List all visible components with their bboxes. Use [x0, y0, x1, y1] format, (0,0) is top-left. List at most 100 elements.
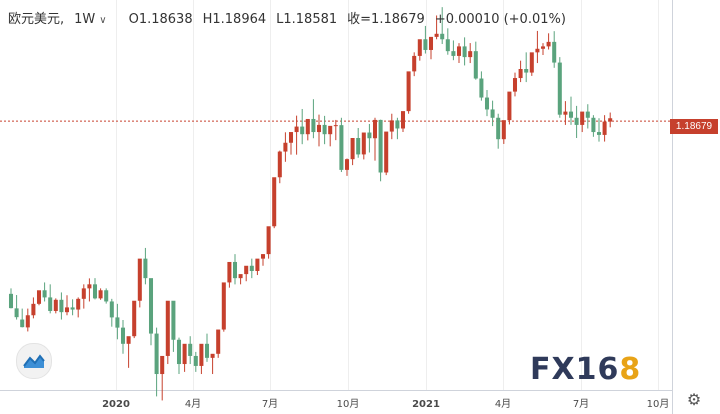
change-value: +0.00010 (+0.01%)	[434, 12, 566, 27]
candle-body	[356, 138, 361, 155]
candle	[400, 111, 406, 133]
candle-body	[221, 282, 226, 330]
candle-body	[20, 319, 25, 328]
candle	[585, 104, 590, 129]
candle	[115, 303, 120, 340]
candle	[311, 99, 316, 139]
candle-body	[518, 69, 523, 79]
candle	[479, 71, 484, 101]
candle-body	[182, 343, 187, 365]
candle	[204, 333, 210, 362]
candle-body	[160, 355, 165, 375]
candle	[350, 138, 355, 166]
gear-icon[interactable]: ⚙	[686, 392, 702, 409]
area-chart-icon[interactable]	[16, 343, 52, 379]
candle-body	[76, 298, 81, 310]
candle	[294, 115, 299, 155]
candle	[473, 41, 478, 80]
candle-body	[602, 121, 607, 135]
candle-body	[272, 177, 277, 227]
candle	[484, 89, 490, 117]
candle	[389, 113, 394, 140]
candle-body	[216, 329, 221, 354]
candle-body	[462, 46, 467, 58]
symbol-name[interactable]: 欧元美元,	[8, 12, 65, 27]
candle-body	[328, 125, 333, 135]
candle-body	[227, 261, 232, 283]
candle-body	[529, 52, 534, 73]
candle-body	[400, 111, 406, 129]
candle-body	[283, 142, 288, 152]
candle-body	[92, 284, 98, 299]
candle	[322, 115, 327, 145]
candle-body	[59, 299, 64, 313]
close-value: 收=1.18679	[347, 12, 425, 27]
candle-body	[143, 258, 148, 279]
candle-body	[188, 343, 193, 356]
candle	[98, 288, 103, 300]
fx168-watermark: FX168	[530, 352, 642, 387]
candle-body	[372, 119, 378, 139]
candle-body	[568, 111, 574, 118]
candle-body	[165, 300, 170, 356]
candle	[132, 300, 137, 339]
candle-body	[484, 97, 490, 110]
chevron-down-icon[interactable]: ∨	[99, 15, 107, 26]
candle-body	[524, 69, 529, 73]
candle-body	[305, 118, 310, 135]
candle-body	[535, 48, 540, 53]
candle-body	[176, 339, 182, 365]
candle	[535, 30, 540, 64]
candle-body	[260, 254, 266, 259]
current-price-label: 1.18679	[670, 119, 718, 134]
candle	[557, 57, 562, 118]
candle-body	[42, 290, 47, 298]
candle-body	[406, 71, 411, 112]
candle-body	[512, 78, 518, 92]
candle	[70, 299, 75, 316]
candle	[227, 261, 232, 288]
candle-body	[14, 308, 19, 318]
candle-body	[412, 55, 417, 72]
candle-body	[311, 118, 316, 133]
candle	[8, 288, 14, 309]
candle	[339, 117, 344, 173]
candle	[210, 353, 215, 375]
candle	[64, 295, 70, 316]
candle	[14, 295, 19, 320]
candle	[501, 120, 506, 144]
candle	[546, 33, 551, 50]
low-value: L1.18581	[276, 12, 338, 27]
candle-body	[367, 132, 372, 139]
candle-body	[580, 111, 585, 125]
candle	[53, 298, 58, 314]
interval-label[interactable]: 1W	[74, 12, 96, 27]
candle	[591, 115, 596, 137]
candle	[372, 117, 378, 161]
candle	[171, 300, 176, 352]
candle-body	[546, 41, 551, 47]
candle	[48, 284, 53, 314]
candle	[596, 118, 602, 142]
candle	[344, 158, 350, 176]
candle	[356, 128, 361, 158]
candle-body	[445, 39, 450, 52]
candle	[378, 119, 383, 182]
candle-body	[199, 343, 204, 366]
candle-body	[126, 336, 131, 344]
candle	[328, 125, 333, 147]
candle	[255, 258, 260, 276]
candle	[266, 226, 271, 259]
candle	[490, 100, 495, 127]
candle	[42, 282, 47, 302]
candle	[137, 258, 142, 308]
candle	[440, 7, 445, 45]
candle-body	[473, 51, 478, 79]
candle	[199, 343, 204, 375]
candle	[602, 115, 607, 142]
chart-header: 欧元美元, 1W ∨ O1.18638 H1.18964 L1.18581 收=1.1867…	[8, 8, 576, 27]
candle-body	[428, 36, 434, 50]
candle-body	[277, 151, 282, 178]
